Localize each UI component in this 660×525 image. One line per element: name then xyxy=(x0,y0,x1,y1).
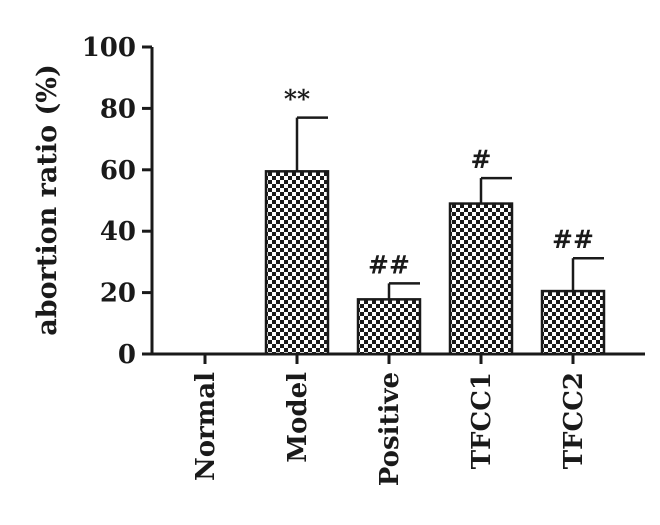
x-tick-label: Model xyxy=(283,372,313,463)
significance-label: ** xyxy=(284,85,310,114)
bar xyxy=(540,289,606,356)
y-tick-label: 40 xyxy=(100,217,136,247)
significance-label: ## xyxy=(552,225,594,254)
y-axis-label: abortion ratio (%) xyxy=(32,64,63,335)
x-tick-label: TFCC2 xyxy=(559,372,589,469)
significance-label: # xyxy=(471,145,492,174)
x-tick-label: TFCC1 xyxy=(467,372,497,469)
bar xyxy=(264,170,330,356)
bar xyxy=(448,202,514,356)
x-tick-label: Normal xyxy=(191,372,221,481)
bars xyxy=(264,116,606,356)
y-tick-label: 0 xyxy=(118,340,136,370)
y-tick-label: 100 xyxy=(82,33,136,63)
bar xyxy=(356,298,422,356)
y-tick-label: 20 xyxy=(100,279,136,309)
labels: 0 20 40 60 80 100 Normal ** Model ## Positive # TFCC… xyxy=(82,33,594,486)
y-tick-label: 80 xyxy=(100,94,136,124)
significance-label: ## xyxy=(368,250,410,279)
x-tick-label: Positive xyxy=(375,372,405,486)
y-tick-label: 60 xyxy=(100,156,136,186)
